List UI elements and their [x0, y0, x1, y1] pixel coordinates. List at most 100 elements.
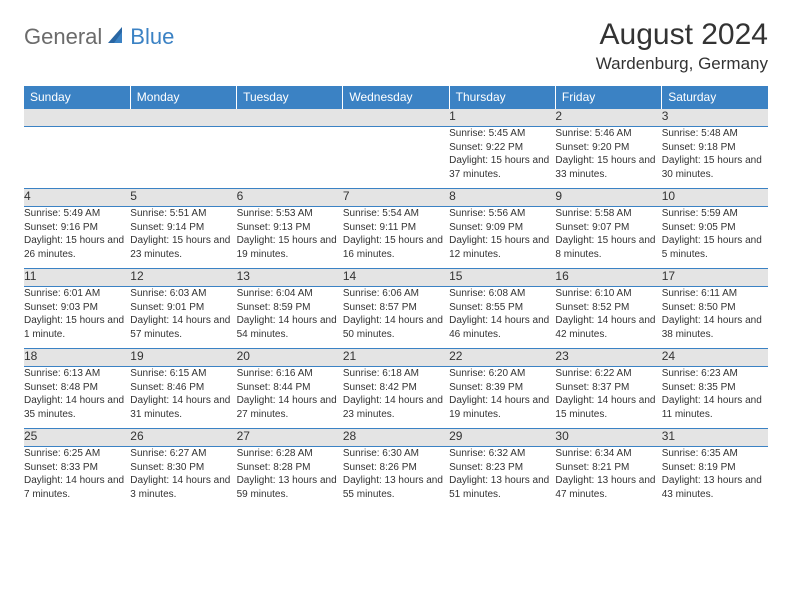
day-cell: Sunrise: 5:45 AMSunset: 9:22 PMDaylight:… [449, 127, 555, 189]
sunrise-text: Sunrise: 6:04 AM [237, 287, 343, 301]
sunset-text: Sunset: 8:48 PM [24, 381, 130, 395]
sunset-text: Sunset: 9:13 PM [237, 221, 343, 235]
sunset-text: Sunset: 9:03 PM [24, 301, 130, 315]
sunset-text: Sunset: 8:44 PM [237, 381, 343, 395]
day-content-row: Sunrise: 6:13 AMSunset: 8:48 PMDaylight:… [24, 367, 768, 429]
daylight-text: Daylight: 15 hours and 5 minutes. [662, 234, 768, 261]
sunset-text: Sunset: 9:22 PM [449, 141, 555, 155]
sunset-text: Sunset: 8:28 PM [237, 461, 343, 475]
day-cell: Sunrise: 6:18 AMSunset: 8:42 PMDaylight:… [343, 367, 449, 429]
sunrise-text: Sunrise: 6:32 AM [449, 447, 555, 461]
day-number: 28 [343, 429, 449, 447]
daylight-text: Daylight: 15 hours and 16 minutes. [343, 234, 449, 261]
day-number-row: 18192021222324 [24, 349, 768, 367]
weekday-header: Thursday [449, 86, 555, 109]
day-cell: Sunrise: 6:13 AMSunset: 8:48 PMDaylight:… [24, 367, 130, 429]
day-cell: Sunrise: 6:15 AMSunset: 8:46 PMDaylight:… [130, 367, 236, 429]
sunset-text: Sunset: 8:50 PM [662, 301, 768, 315]
day-number-row: 25262728293031 [24, 429, 768, 447]
logo-text-general: General [24, 24, 102, 50]
daylight-text: Daylight: 14 hours and 11 minutes. [662, 394, 768, 421]
day-number: 29 [449, 429, 555, 447]
day-number: 15 [449, 269, 555, 287]
day-cell: Sunrise: 5:46 AMSunset: 9:20 PMDaylight:… [555, 127, 661, 189]
daylight-text: Daylight: 15 hours and 30 minutes. [662, 154, 768, 181]
day-cell [130, 127, 236, 189]
daylight-text: Daylight: 14 hours and 46 minutes. [449, 314, 555, 341]
day-cell: Sunrise: 6:04 AMSunset: 8:59 PMDaylight:… [237, 287, 343, 349]
weekday-header: Monday [130, 86, 236, 109]
logo-text-blue: Blue [130, 24, 174, 50]
sunset-text: Sunset: 8:42 PM [343, 381, 449, 395]
sunset-text: Sunset: 8:37 PM [555, 381, 661, 395]
daylight-text: Daylight: 15 hours and 1 minute. [24, 314, 130, 341]
daylight-text: Daylight: 14 hours and 50 minutes. [343, 314, 449, 341]
sunrise-text: Sunrise: 6:08 AM [449, 287, 555, 301]
sunset-text: Sunset: 8:39 PM [449, 381, 555, 395]
sunset-text: Sunset: 8:46 PM [130, 381, 236, 395]
day-number: 24 [662, 349, 768, 367]
daylight-text: Daylight: 13 hours and 43 minutes. [662, 474, 768, 501]
day-cell: Sunrise: 5:51 AMSunset: 9:14 PMDaylight:… [130, 207, 236, 269]
sunset-text: Sunset: 8:33 PM [24, 461, 130, 475]
day-content-row: Sunrise: 5:45 AMSunset: 9:22 PMDaylight:… [24, 127, 768, 189]
daylight-text: Daylight: 15 hours and 23 minutes. [130, 234, 236, 261]
day-content-row: Sunrise: 6:25 AMSunset: 8:33 PMDaylight:… [24, 447, 768, 509]
title-block: August 2024 Wardenburg, Germany [596, 18, 768, 74]
day-content-row: Sunrise: 6:01 AMSunset: 9:03 PMDaylight:… [24, 287, 768, 349]
sunrise-text: Sunrise: 6:25 AM [24, 447, 130, 461]
sunrise-text: Sunrise: 6:28 AM [237, 447, 343, 461]
day-number: 19 [130, 349, 236, 367]
daylight-text: Daylight: 14 hours and 19 minutes. [449, 394, 555, 421]
day-number: 31 [662, 429, 768, 447]
sunrise-text: Sunrise: 6:01 AM [24, 287, 130, 301]
daylight-text: Daylight: 13 hours and 51 minutes. [449, 474, 555, 501]
sunrise-text: Sunrise: 5:48 AM [662, 127, 768, 141]
daylight-text: Daylight: 14 hours and 38 minutes. [662, 314, 768, 341]
day-cell: Sunrise: 5:54 AMSunset: 9:11 PMDaylight:… [343, 207, 449, 269]
sunset-text: Sunset: 8:35 PM [662, 381, 768, 395]
daylight-text: Daylight: 14 hours and 42 minutes. [555, 314, 661, 341]
sunset-text: Sunset: 8:23 PM [449, 461, 555, 475]
sunset-text: Sunset: 8:57 PM [343, 301, 449, 315]
brand-logo: General Blue [24, 24, 174, 50]
daylight-text: Daylight: 13 hours and 59 minutes. [237, 474, 343, 501]
day-content-row: Sunrise: 5:49 AMSunset: 9:16 PMDaylight:… [24, 207, 768, 269]
day-cell: Sunrise: 6:01 AMSunset: 9:03 PMDaylight:… [24, 287, 130, 349]
day-cell [24, 127, 130, 189]
sunrise-text: Sunrise: 6:34 AM [555, 447, 661, 461]
page-header: General Blue August 2024 Wardenburg, Ger… [24, 18, 768, 74]
day-number: 25 [24, 429, 130, 447]
day-number: 22 [449, 349, 555, 367]
daylight-text: Daylight: 14 hours and 3 minutes. [130, 474, 236, 501]
calendar-table: Sunday Monday Tuesday Wednesday Thursday… [24, 86, 768, 509]
day-number: 3 [662, 109, 768, 127]
day-cell: Sunrise: 6:34 AMSunset: 8:21 PMDaylight:… [555, 447, 661, 509]
sunrise-text: Sunrise: 6:11 AM [662, 287, 768, 301]
day-number: 16 [555, 269, 661, 287]
day-number: 18 [24, 349, 130, 367]
day-cell: Sunrise: 6:16 AMSunset: 8:44 PMDaylight:… [237, 367, 343, 429]
sunrise-text: Sunrise: 5:59 AM [662, 207, 768, 221]
day-number [24, 109, 130, 127]
sunrise-text: Sunrise: 6:16 AM [237, 367, 343, 381]
daylight-text: Daylight: 15 hours and 33 minutes. [555, 154, 661, 181]
day-number: 4 [24, 189, 130, 207]
day-number-row: 11121314151617 [24, 269, 768, 287]
sunrise-text: Sunrise: 6:35 AM [662, 447, 768, 461]
sunrise-text: Sunrise: 5:58 AM [555, 207, 661, 221]
sunrise-text: Sunrise: 5:56 AM [449, 207, 555, 221]
sunrise-text: Sunrise: 5:53 AM [237, 207, 343, 221]
daylight-text: Daylight: 15 hours and 12 minutes. [449, 234, 555, 261]
day-number: 30 [555, 429, 661, 447]
daylight-text: Daylight: 14 hours and 54 minutes. [237, 314, 343, 341]
sunset-text: Sunset: 9:16 PM [24, 221, 130, 235]
daylight-text: Daylight: 14 hours and 15 minutes. [555, 394, 661, 421]
day-cell: Sunrise: 6:22 AMSunset: 8:37 PMDaylight:… [555, 367, 661, 429]
calendar-body: 123Sunrise: 5:45 AMSunset: 9:22 PMDaylig… [24, 109, 768, 509]
sunrise-text: Sunrise: 6:06 AM [343, 287, 449, 301]
sunset-text: Sunset: 8:19 PM [662, 461, 768, 475]
sunrise-text: Sunrise: 5:51 AM [130, 207, 236, 221]
sunrise-text: Sunrise: 6:15 AM [130, 367, 236, 381]
day-cell [237, 127, 343, 189]
